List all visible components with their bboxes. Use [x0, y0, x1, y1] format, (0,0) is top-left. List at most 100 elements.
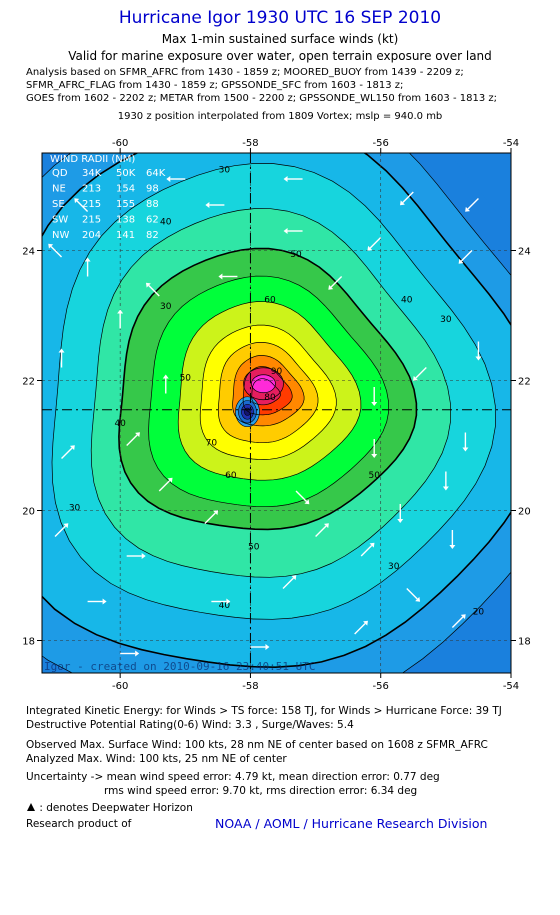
wind-arrow: [397, 504, 404, 523]
chart-subtitle: Max 1-min sustained surface winds (kt): [161, 32, 399, 46]
validity-note: Valid for marine exposure over water, op…: [68, 49, 492, 63]
uncertainty-line-1: Uncertainty -> mean wind speed error: 4.…: [26, 771, 440, 783]
contour-line-12: [251, 378, 281, 406]
wind-arrow: [205, 202, 225, 208]
wind-arrow: [451, 614, 466, 628]
wind-radii-cell: 138: [116, 215, 135, 226]
contour-line-9: [217, 342, 319, 444]
wind-arrow: [295, 490, 310, 505]
contour-label: 30: [219, 166, 231, 176]
contour-line-6: [148, 275, 389, 508]
x-tick-label-bottom: -60: [112, 681, 128, 692]
chart-title: Hurricane Igor 1930 UTC 16 SEP 2010: [118, 8, 442, 28]
wind-arrow: [406, 588, 421, 602]
wind-arrow: [354, 620, 368, 635]
deepwater-legend-label: : denotes Deepwater Horizon: [39, 802, 193, 814]
observed-max-line: Observed Max. Surface Wind: 100 kts, 28 …: [26, 739, 488, 751]
contour-label: 50: [290, 250, 302, 260]
deepwater-legend: : denotes Deepwater Horizon: [26, 802, 193, 814]
y-tick-label-right: 24: [518, 247, 531, 258]
wind-radii-cell: NW: [52, 230, 69, 241]
y-tick-label-left: 24: [22, 247, 35, 258]
x-tick-label-bottom: -58: [242, 681, 258, 692]
wind-radii-cell: 82: [146, 230, 159, 241]
x-tick-label-bottom: -54: [503, 681, 519, 692]
wind-radii-cell: 62: [146, 215, 159, 226]
y-tick-label-left: 18: [22, 637, 35, 648]
contour-label: 40: [160, 218, 172, 228]
wind-arrow: [145, 282, 160, 297]
wind-radii-table: WIND RADII (NM) QD 34K 50K 64K NE 213 154 98 SE 21…: [50, 154, 166, 241]
y-tick-label-right: 18: [518, 637, 531, 648]
contour-label: 80: [264, 393, 276, 403]
wind-arrow: [367, 237, 382, 251]
position-note: 1930 z position interpolated from 1809 V…: [117, 111, 443, 122]
dpr-line: Destructive Potential Rating(0-6) Wind: …: [26, 719, 354, 731]
noaa-credit: NOAA / AOML / Hurricane Research Divisio…: [215, 816, 488, 831]
uncertainty-line-2: rms wind speed error: 9.70 kt, rms direc…: [104, 785, 418, 797]
contour-label: 30: [160, 302, 172, 312]
wind-radii-header-cell: QD: [52, 168, 68, 179]
wind-arrow: [166, 176, 186, 182]
wind-arrow: [413, 367, 427, 381]
contour-line-4: [90, 208, 451, 578]
wind-radii-cell: 215: [82, 199, 101, 210]
wind-arrow: [371, 387, 378, 406]
wind-arrow: [283, 176, 303, 182]
wind-arrows: [48, 176, 482, 657]
wind-radii-cell: 155: [116, 199, 135, 210]
wind-radii-cell: SW: [52, 215, 68, 226]
x-tick-label-top: -56: [373, 138, 389, 149]
created-watermark: Igor - created on 2010-09-16 23:40:51 UT…: [44, 660, 316, 673]
wind-arrow: [126, 553, 146, 559]
wind-arrow: [449, 530, 456, 549]
analyzed-max-line: Analyzed Max. Wind: 100 kts, 25 nm NE of…: [26, 753, 287, 765]
wind-field-plot: 30 30 30 30 30 20 40 40 40 40 50 50 50 50 60 60 70 80 90 W…: [22, 138, 530, 692]
contour-label: 90: [271, 367, 283, 377]
wind-arrow: [58, 348, 65, 368]
contour-labels: 30 30 30 30 30 20 40 40 40 40 50 50 50 50 60 60 70 80 90: [69, 166, 485, 618]
wind-arrow: [458, 250, 473, 264]
plot-frame: [41, 152, 512, 674]
contour-line-8: [199, 324, 337, 460]
wind-radii-cell: SE: [52, 199, 65, 210]
contour-line-peak-inner: [251, 374, 276, 394]
wind-arrow: [54, 523, 69, 537]
wind-radii-title: WIND RADII (NM): [50, 154, 135, 165]
y-tick-label-right: 20: [518, 507, 531, 518]
ike-line: Integrated Kinetic Energy: for Winds > T…: [26, 705, 502, 717]
wind-arrow: [250, 644, 270, 650]
wind-arrow: [87, 598, 107, 605]
wind-arrow: [465, 198, 479, 212]
contour-line-5: [118, 247, 418, 531]
wind-arrow: [204, 510, 219, 524]
wind-radii-cell: 154: [116, 184, 135, 195]
deepwater-marker-icon: [27, 803, 35, 811]
wind-arrow: [462, 432, 469, 452]
wind-arrow: [475, 341, 482, 361]
wind-arrow: [120, 650, 140, 657]
wind-arrow: [158, 477, 173, 492]
contour-line-2: [42, 153, 511, 669]
contour-label: 40: [401, 296, 413, 306]
wind-radii-cell: NE: [52, 184, 66, 195]
contour-label: 30: [388, 562, 400, 572]
contour-line-3: [51, 163, 496, 620]
wind-arrow: [328, 276, 343, 290]
wind-arrow: [282, 575, 297, 589]
contour-fill-peak-inner: [251, 374, 276, 393]
contour-line-7: [177, 301, 362, 481]
wind-arrow: [283, 228, 303, 234]
contour-label: 20: [473, 608, 485, 618]
contour-label: 50: [368, 471, 380, 481]
contour-label: 70: [206, 439, 218, 449]
wind-radii-cell: 141: [116, 230, 135, 241]
contour-label: 50: [180, 374, 192, 384]
wind-arrow: [360, 542, 375, 557]
contour-label: 60: [264, 296, 276, 306]
wind-arrow: [48, 243, 63, 258]
wind-arrow: [74, 198, 89, 212]
wind-arrow: [399, 191, 414, 206]
x-tick-label-top: -58: [242, 138, 258, 149]
axis-ticks: -60 -60 -58 -58 -56 -56 -54 -54 18 18 20 20 22 22 24 24: [22, 138, 530, 692]
